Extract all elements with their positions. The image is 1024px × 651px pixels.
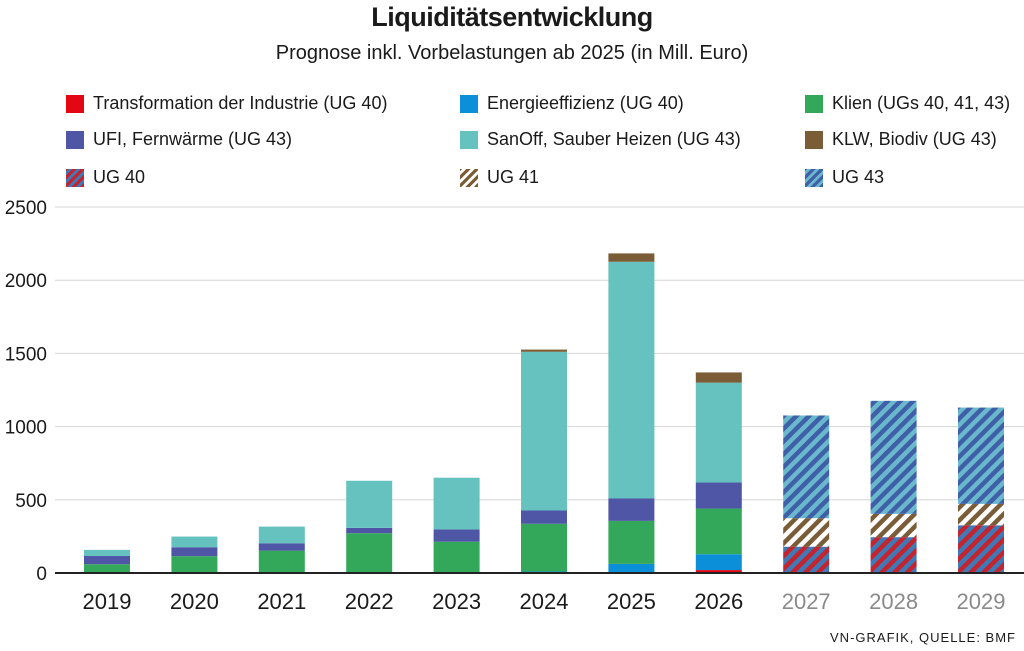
legend-label: SanOff, Sauber Heizen (UG 43) <box>487 129 741 149</box>
bar-segment <box>84 564 130 573</box>
x-tick-label: 2027 <box>782 589 831 614</box>
x-tick-label: 2028 <box>869 589 918 614</box>
legend-item: UG 41 <box>460 167 539 188</box>
legend-swatch <box>66 130 84 149</box>
y-tick-label: 500 <box>15 491 47 512</box>
legend-label: KLW, Biodiv (UG 43) <box>832 129 997 149</box>
x-tick-label: 2020 <box>170 589 219 614</box>
bar-segment <box>695 570 742 573</box>
bar-segment <box>84 556 130 565</box>
y-tick-label: 0 <box>36 564 47 585</box>
legend-label: UFI, Fernwärme (UG 43) <box>93 129 293 149</box>
chart-subtitle: Prognose inkl. Vorbelastungen ab 2025 (i… <box>275 42 749 64</box>
legend-label: UG 43 <box>832 167 885 187</box>
legend-item: Energieeffizienz (UG 40) <box>460 93 684 114</box>
legend-swatch <box>805 94 823 113</box>
legend-item: Klien (UGs 40, 41, 43) <box>805 93 1010 114</box>
legend-item: UG 43 <box>805 167 884 188</box>
bar-segment <box>695 554 742 571</box>
bar-segment <box>958 525 1004 573</box>
legend-item: UFI, Fernwärme (UG 43) <box>66 129 292 150</box>
bar-segment <box>521 510 567 524</box>
bar-segment <box>608 563 655 573</box>
bar-segment <box>433 541 480 573</box>
legend-label: UG 41 <box>487 167 540 187</box>
x-tick-label: 2019 <box>83 589 132 614</box>
legend-swatch <box>460 94 478 113</box>
x-tick-label: 2029 <box>957 589 1006 614</box>
chart-title: Liquiditätsentwicklung <box>371 2 653 32</box>
y-tick-label: 2500 <box>5 198 47 219</box>
bar-segment <box>346 533 393 573</box>
bar-segment <box>608 498 655 521</box>
x-tick-label: 2023 <box>432 589 481 614</box>
legend-label: Energieeffizienz (UG 40) <box>487 93 684 113</box>
bar-segment <box>608 261 655 499</box>
bar-segment <box>346 527 393 534</box>
x-tick-label: 2024 <box>520 589 569 614</box>
bar-segment <box>958 407 1004 504</box>
bar-segment <box>521 349 567 352</box>
bar-segment <box>783 415 830 519</box>
y-tick-label: 1500 <box>5 344 47 365</box>
x-tick-label: 2021 <box>257 589 306 614</box>
x-tick-label: 2022 <box>345 589 394 614</box>
bar-segment <box>521 523 567 572</box>
bar-segment <box>258 543 305 551</box>
bar-segment <box>695 482 742 509</box>
bar-segment <box>783 518 830 547</box>
bar-segment <box>695 372 742 383</box>
legend-swatch <box>66 94 84 113</box>
bar-segment <box>870 537 917 573</box>
bar-segment <box>608 253 655 262</box>
legend-item: UG 40 <box>66 167 145 188</box>
bar-segment <box>171 547 218 557</box>
bar-segment <box>84 549 130 557</box>
bar-segment <box>870 513 917 538</box>
bar-segment <box>521 351 567 511</box>
x-tick-label: 2026 <box>694 589 743 614</box>
bar-segment <box>433 529 480 542</box>
bar-segment <box>608 520 655 564</box>
bar-segment <box>433 477 480 530</box>
bar-segment <box>346 480 393 528</box>
legend-item: Transformation der Industrie (UG 40) <box>66 93 387 114</box>
legend-swatch <box>805 130 823 149</box>
legend-label: UG 40 <box>93 167 146 187</box>
legend-swatch <box>805 168 823 187</box>
legend-swatch <box>460 168 478 187</box>
legend-swatch <box>66 168 84 187</box>
legend-swatch <box>460 130 478 149</box>
bar-segment <box>783 546 830 573</box>
bar-segment <box>870 400 917 514</box>
source-credit: VN-GRAFIK, QUELLE: BMF <box>830 630 1016 645</box>
legend-item: SanOff, Sauber Heizen (UG 43) <box>460 129 741 150</box>
x-tick-label: 2025 <box>607 589 656 614</box>
bar-segment <box>258 550 305 573</box>
legend-label: Klien (UGs 40, 41, 43) <box>832 93 1011 113</box>
bar-segment <box>171 536 218 548</box>
bar-segment <box>695 382 742 483</box>
bar-segment <box>695 508 742 555</box>
y-tick-label: 1000 <box>5 418 47 439</box>
legend-label: Transformation der Industrie (UG 40) <box>93 93 388 113</box>
bar-segment <box>171 556 218 573</box>
legend-item: KLW, Biodiv (UG 43) <box>805 129 997 150</box>
bar-segment <box>258 526 305 544</box>
bar-segment <box>958 503 1004 526</box>
y-tick-label: 2000 <box>5 271 47 292</box>
